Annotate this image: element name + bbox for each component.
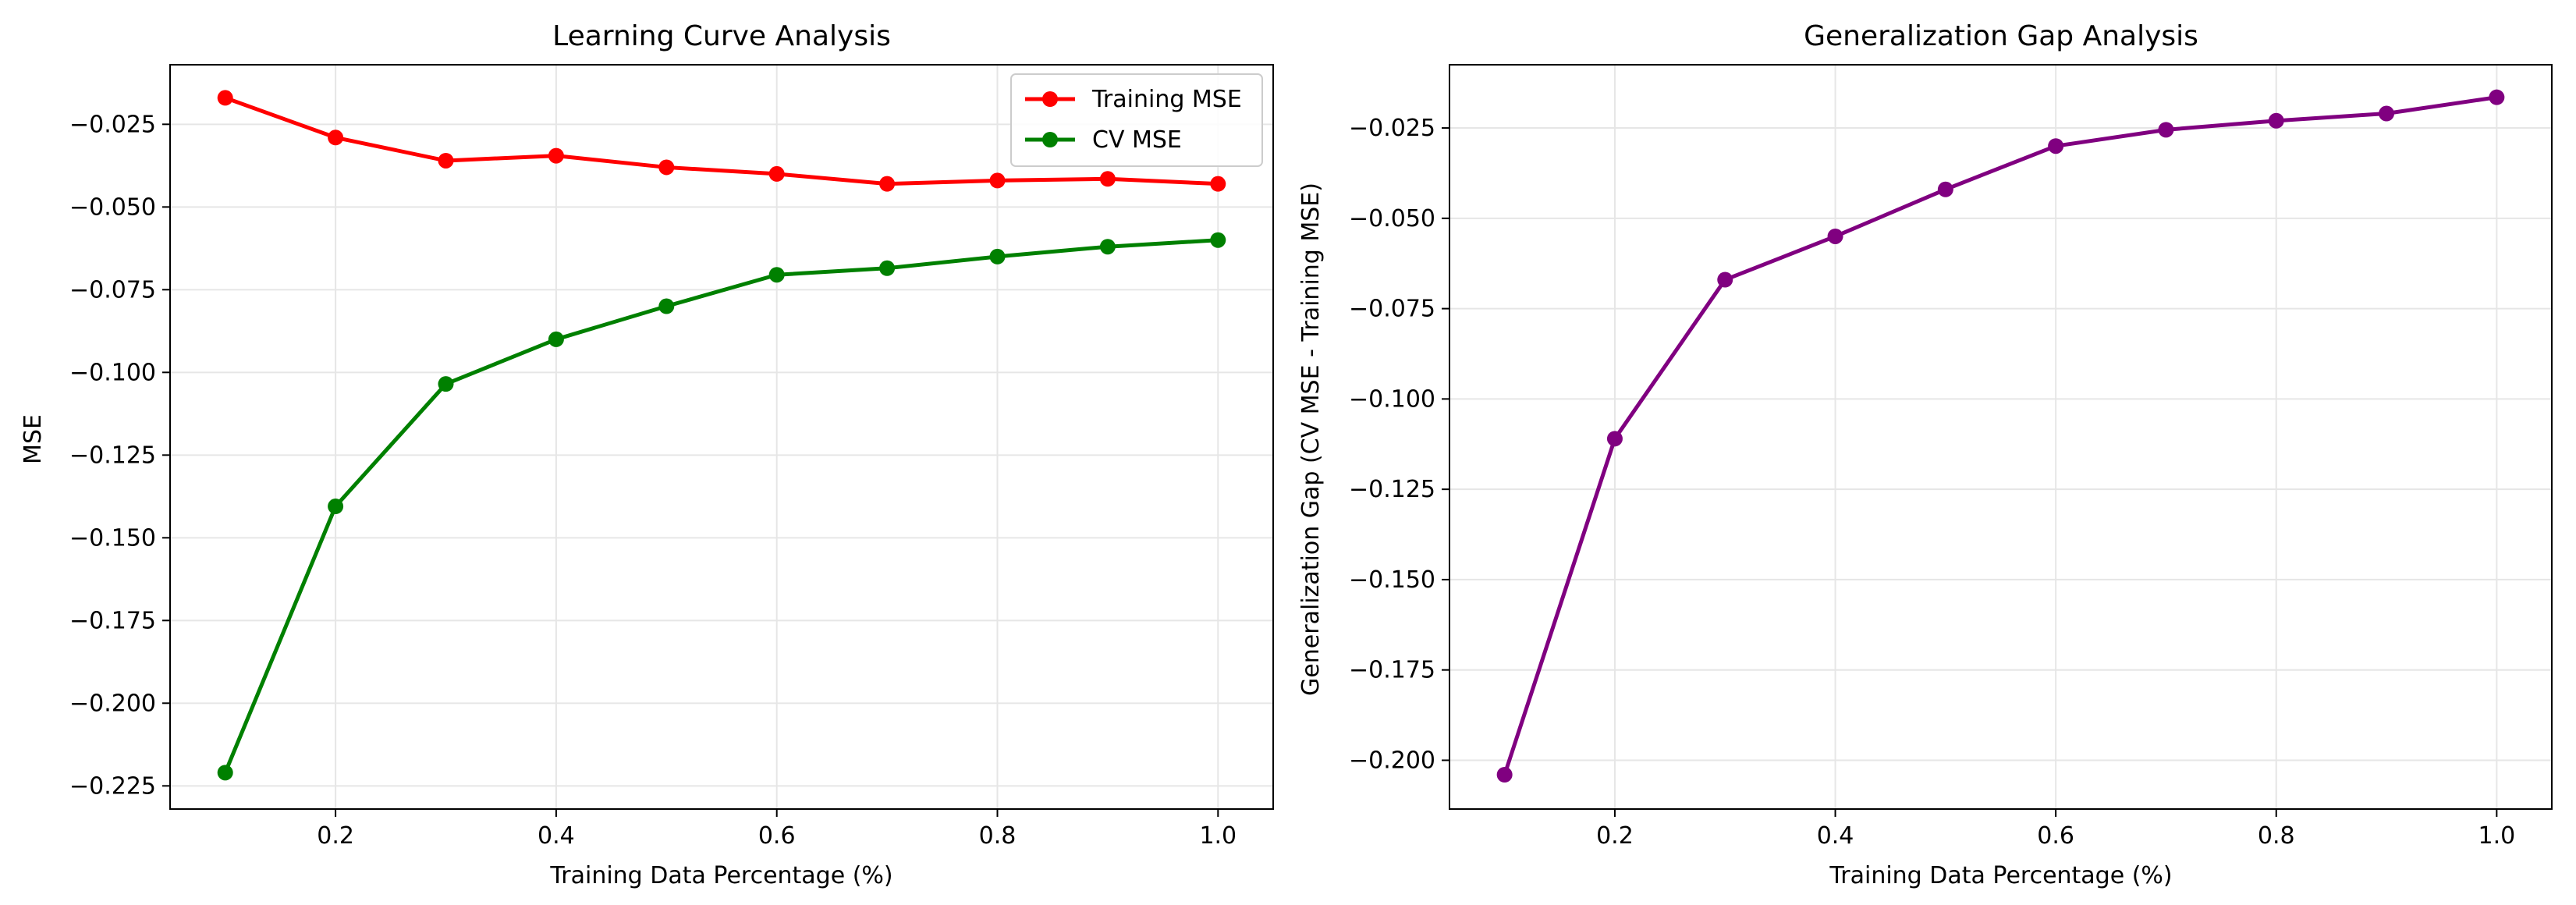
y-tick-label: −0.175 xyxy=(1349,657,1435,684)
x-tick-label: 1.0 xyxy=(1199,822,1237,850)
legend-marker xyxy=(1042,132,1058,147)
x-axis-label: Training Data Percentage (%) xyxy=(1829,862,2172,889)
data-point xyxy=(548,147,564,164)
data-point xyxy=(1937,181,1953,197)
legend-label: CV MSE xyxy=(1092,126,1182,154)
data-point xyxy=(2048,138,2064,154)
data-point xyxy=(1717,272,1733,288)
x-axis-label: Training Data Percentage (%) xyxy=(549,862,892,889)
data-point xyxy=(879,176,896,192)
series-line xyxy=(224,96,1219,186)
generalization-gap-chart: Generalization Gap Analysis Training Dat… xyxy=(1297,20,2553,889)
legend-label: Training MSE xyxy=(1091,86,1242,113)
y-tick-label: −0.150 xyxy=(1349,566,1435,594)
y-tick-label: −0.075 xyxy=(69,276,156,303)
y-axis-label: Generalization Gap (CV MSE - Training MS… xyxy=(1297,183,1325,696)
x-tick-label: 1.0 xyxy=(2478,822,2515,850)
chart-title: Learning Curve Analysis xyxy=(552,20,891,52)
data-point xyxy=(548,331,564,347)
data-point xyxy=(217,765,233,781)
data-point xyxy=(217,90,233,106)
grid-lines xyxy=(170,65,1273,809)
x-tick-label: 0.4 xyxy=(538,822,575,850)
data-point xyxy=(438,152,454,169)
data-point xyxy=(1210,232,1226,248)
y-tick-label: −0.025 xyxy=(69,111,156,138)
chart-title: Generalization Gap Analysis xyxy=(1804,20,2198,52)
data-point xyxy=(989,248,1006,264)
series-training-mse xyxy=(217,90,1226,192)
y-tick-label: −0.050 xyxy=(1349,205,1435,232)
legend: Training MSE CV MSE xyxy=(1010,73,1263,167)
y-tick-label: −0.225 xyxy=(69,772,156,800)
data-point xyxy=(2489,89,2505,105)
series-line xyxy=(1503,95,2497,775)
legend-marker xyxy=(1042,91,1058,107)
y-axis-label: MSE xyxy=(20,414,47,464)
y-tick-label: −0.100 xyxy=(1349,385,1435,413)
data-point xyxy=(438,376,454,392)
plot-area-frame xyxy=(169,64,1274,810)
x-tick-label: 0.4 xyxy=(1817,822,1854,850)
y-tick-label: −0.075 xyxy=(1349,296,1435,323)
y-tick-label: −0.125 xyxy=(69,442,156,469)
x-tick-label: 0.8 xyxy=(979,822,1017,850)
axis-ticks: 0.2 0.4 0.6 0.8 1.0 −0.025 −0.050 −0.075 −0.100 −… xyxy=(69,111,1237,850)
data-point xyxy=(1827,228,1843,244)
y-tick-label: −0.200 xyxy=(69,690,156,717)
y-tick-label: −0.025 xyxy=(1349,115,1435,142)
data-point xyxy=(2379,105,2395,122)
y-tick-label: −0.175 xyxy=(69,607,156,634)
axis-ticks: 0.2 0.4 0.6 0.8 1.0 −0.025 −0.050 −0.075 −0.100 −… xyxy=(1349,115,2515,850)
series-line xyxy=(223,238,1219,774)
y-tick-label: −0.125 xyxy=(1349,476,1435,503)
y-tick-label: −0.200 xyxy=(1349,747,1435,774)
data-point xyxy=(1606,431,1623,447)
x-tick-label: 0.2 xyxy=(317,822,354,850)
data-point xyxy=(2158,122,2174,138)
data-point xyxy=(768,165,785,182)
data-point xyxy=(1496,767,1513,783)
learning-curve-chart: Learning Curve Analysis Training Data Pe… xyxy=(20,20,1274,889)
data-point xyxy=(1099,171,1116,187)
data-point xyxy=(328,130,344,146)
data-point xyxy=(658,159,675,176)
y-tick-label: −0.050 xyxy=(69,193,156,221)
series-cv-mse xyxy=(217,232,1226,781)
grid-lines xyxy=(1449,65,2552,809)
x-tick-label: 0.6 xyxy=(758,822,796,850)
y-tick-label: −0.100 xyxy=(69,359,156,386)
x-tick-label: 0.8 xyxy=(2258,822,2295,850)
data-point xyxy=(2268,112,2284,129)
plot-area-frame xyxy=(1449,64,2553,810)
data-point xyxy=(768,267,785,283)
x-tick-label: 0.2 xyxy=(1596,822,1634,850)
data-point xyxy=(989,172,1006,189)
data-point xyxy=(1099,239,1116,255)
data-point xyxy=(658,298,675,314)
data-point xyxy=(879,260,896,276)
y-tick-label: −0.150 xyxy=(69,524,156,552)
x-tick-label: 0.6 xyxy=(2037,822,2074,850)
series-generalization-gap xyxy=(1496,89,2505,783)
data-point xyxy=(328,499,344,515)
data-point xyxy=(1210,176,1226,192)
